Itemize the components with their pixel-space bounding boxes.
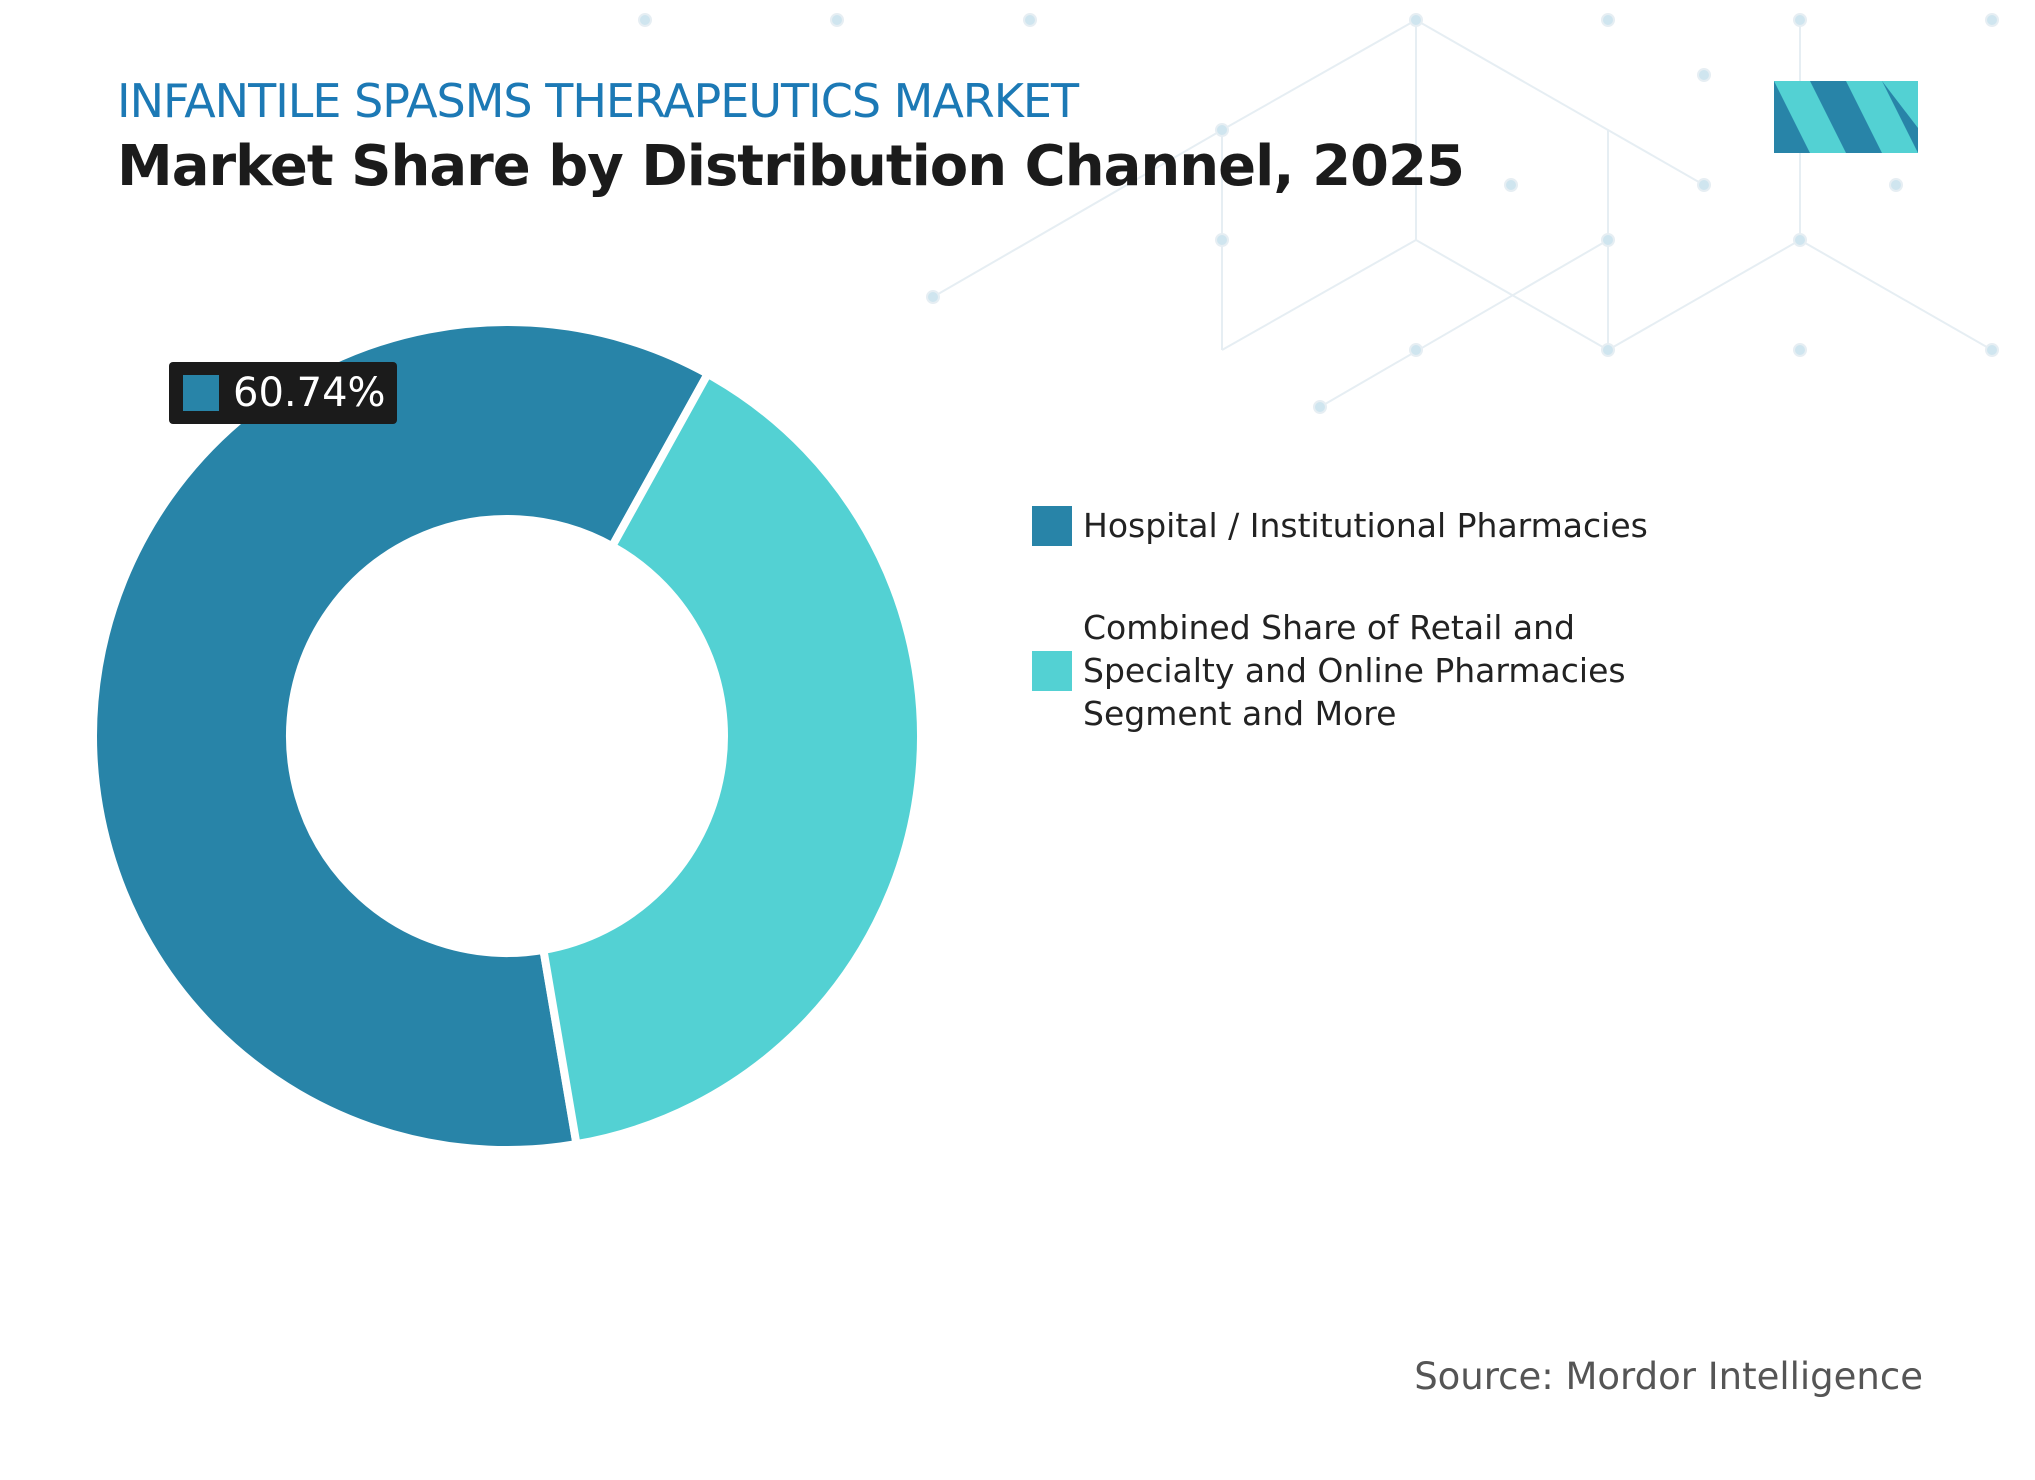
chart-title: INFANTILE SPASMS THERAPEUTICS MARKET	[117, 74, 1079, 128]
legend-item: Combined Share of Retail and Specialty a…	[1032, 606, 1683, 735]
value-label-text: 60.74%	[233, 370, 386, 416]
logo	[1774, 81, 1918, 153]
value-label: 60.74%	[169, 362, 397, 424]
donut-slice	[89, 318, 714, 1154]
legend-label: Hospital / Institutional Pharmacies	[1083, 506, 1648, 545]
value-label-swatch	[183, 375, 219, 411]
legend-item: Hospital / Institutional Pharmacies	[1032, 504, 1683, 547]
legend-swatch	[1032, 505, 1072, 546]
legend-label: Combined Share of Retail and Specialty a…	[1083, 608, 1626, 733]
value-label-box	[169, 362, 397, 424]
source: Source: Mordor Intelligence	[1414, 1355, 1923, 1398]
donut-slice	[538, 368, 925, 1149]
background-pattern	[638, 13, 1999, 414]
legend-swatch	[1032, 650, 1072, 691]
chart-subtitle: Market Share by Distribution Channel, 20…	[117, 134, 1465, 199]
